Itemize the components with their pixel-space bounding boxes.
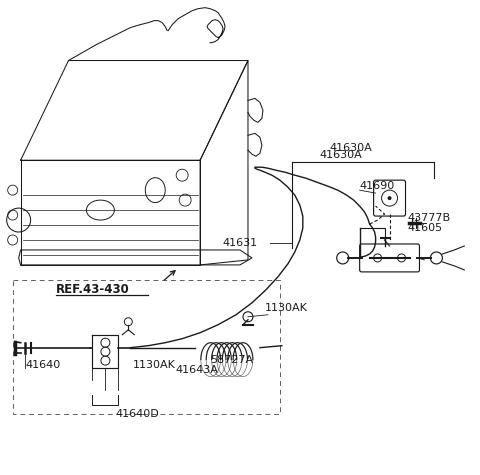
Text: 41690: 41690 — [360, 181, 395, 191]
Text: REF.43-430: REF.43-430 — [56, 284, 129, 296]
Text: 58727A: 58727A — [210, 355, 253, 365]
Text: 41640: 41640 — [25, 360, 61, 370]
Text: 41630A: 41630A — [330, 143, 372, 153]
Text: 41640D: 41640D — [115, 409, 159, 419]
Text: 41643A: 41643A — [175, 365, 218, 375]
Text: 41631: 41631 — [223, 238, 258, 248]
Text: 1130AK: 1130AK — [265, 303, 308, 313]
FancyBboxPatch shape — [360, 244, 420, 272]
Text: 41630A: 41630A — [320, 150, 362, 160]
Text: 41605: 41605 — [408, 223, 443, 233]
Text: 1130AK: 1130AK — [133, 360, 176, 370]
Text: 43777B: 43777B — [408, 213, 451, 223]
Circle shape — [387, 196, 392, 200]
FancyBboxPatch shape — [373, 180, 406, 216]
